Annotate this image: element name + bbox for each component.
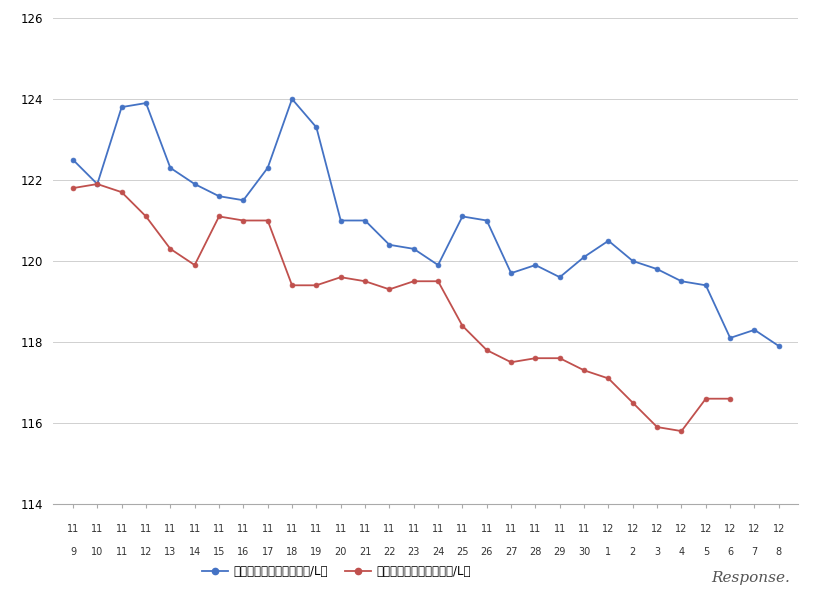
Text: 26: 26: [481, 547, 493, 557]
Text: Response.: Response.: [711, 571, 790, 585]
Text: 14: 14: [188, 547, 201, 557]
Text: 11: 11: [310, 524, 323, 534]
Text: 4: 4: [678, 547, 685, 557]
Text: 12: 12: [676, 524, 688, 534]
Text: 11: 11: [481, 524, 493, 534]
Text: 11: 11: [529, 524, 542, 534]
Text: 24: 24: [432, 547, 444, 557]
Text: 15: 15: [213, 547, 226, 557]
Text: 11: 11: [286, 524, 298, 534]
Text: 11: 11: [115, 547, 128, 557]
Text: 18: 18: [286, 547, 298, 557]
Text: 29: 29: [554, 547, 566, 557]
Text: 11: 11: [67, 524, 79, 534]
Text: 5: 5: [703, 547, 709, 557]
Text: 25: 25: [456, 547, 468, 557]
Text: 28: 28: [529, 547, 542, 557]
Text: 13: 13: [165, 547, 176, 557]
Text: 27: 27: [504, 547, 518, 557]
Text: 11: 11: [262, 524, 274, 534]
Text: 11: 11: [359, 524, 371, 534]
Text: 11: 11: [578, 524, 590, 534]
Text: 11: 11: [91, 524, 104, 534]
Text: 17: 17: [262, 547, 274, 557]
Text: 12: 12: [140, 547, 152, 557]
Text: 10: 10: [91, 547, 104, 557]
Text: 3: 3: [654, 547, 660, 557]
Text: 11: 11: [456, 524, 468, 534]
Text: 12: 12: [773, 524, 785, 534]
Text: 11: 11: [237, 524, 249, 534]
Text: 22: 22: [384, 547, 396, 557]
Text: 12: 12: [651, 524, 663, 534]
Text: 12: 12: [626, 524, 639, 534]
Text: 11: 11: [188, 524, 201, 534]
Text: 30: 30: [578, 547, 590, 557]
Text: 16: 16: [237, 547, 249, 557]
Text: 12: 12: [724, 524, 737, 534]
Text: 23: 23: [407, 547, 420, 557]
Text: 21: 21: [359, 547, 371, 557]
Text: 11: 11: [505, 524, 517, 534]
Text: 8: 8: [776, 547, 782, 557]
Text: 12: 12: [602, 524, 615, 534]
Text: 2: 2: [630, 547, 636, 557]
Text: 11: 11: [335, 524, 346, 534]
Text: 12: 12: [700, 524, 712, 534]
Text: 6: 6: [727, 547, 733, 557]
Text: 9: 9: [70, 547, 76, 557]
Text: 11: 11: [407, 524, 420, 534]
Text: 11: 11: [213, 524, 226, 534]
Text: 11: 11: [384, 524, 396, 534]
Legend: レギュラー看板価格（円/L）, レギュラー実売価格（円/L）: レギュラー看板価格（円/L）, レギュラー実売価格（円/L）: [198, 561, 476, 583]
Text: 11: 11: [115, 524, 128, 534]
Text: 19: 19: [310, 547, 323, 557]
Text: 20: 20: [334, 547, 347, 557]
Text: 11: 11: [165, 524, 176, 534]
Text: 1: 1: [606, 547, 611, 557]
Text: 11: 11: [432, 524, 444, 534]
Text: 11: 11: [554, 524, 566, 534]
Text: 7: 7: [751, 547, 758, 557]
Text: 12: 12: [748, 524, 760, 534]
Text: 11: 11: [140, 524, 152, 534]
